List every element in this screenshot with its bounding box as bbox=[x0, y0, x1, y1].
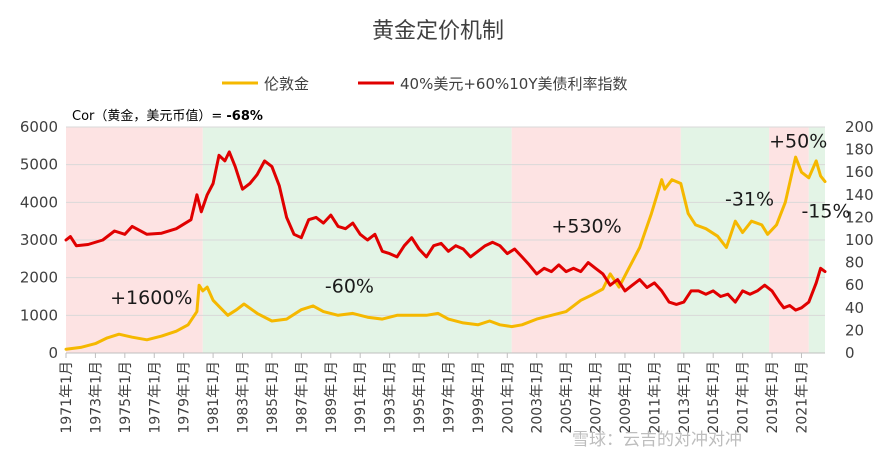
x-tick-label: 2001年1月 bbox=[500, 361, 516, 434]
x-tick-label: 2003年1月 bbox=[530, 361, 546, 434]
legend: 伦敦金 40%美元+60%10Y美债利率指数 bbox=[222, 75, 628, 93]
x-tick-label: 1977年1月 bbox=[147, 361, 163, 434]
y-left-tick-label: 6000 bbox=[20, 118, 58, 136]
y-right-tick-label: 100 bbox=[845, 231, 874, 249]
correlation-note: Cor（黄金，美元币值）= -68% bbox=[72, 108, 263, 124]
x-tick-label: 2017年1月 bbox=[736, 361, 752, 434]
regime-change-label: +1600% bbox=[110, 287, 192, 309]
regime-change-label: -15% bbox=[801, 200, 850, 222]
y-right-tick-label: 60 bbox=[845, 276, 864, 294]
x-tick-label: 2019年1月 bbox=[765, 361, 781, 434]
y-left-tick-label: 3000 bbox=[20, 231, 58, 249]
y-left-tick-label: 4000 bbox=[20, 193, 58, 211]
x-tick-label: 1979年1月 bbox=[177, 361, 193, 434]
x-tick-label: 2011年1月 bbox=[647, 361, 663, 434]
legend-label-gold: 伦敦金 bbox=[264, 75, 309, 93]
y-right-tick-label: 20 bbox=[845, 321, 864, 339]
correlation-value: -68% bbox=[226, 109, 263, 124]
x-tick-label: 1987年1月 bbox=[294, 361, 310, 434]
axes: 0 1000 2000 3000 4000 5000 6000 0 20 40 60 80 100 120… bbox=[20, 118, 874, 434]
regime-annotations: +1600% -60% +530% -31% +50% -15% bbox=[110, 131, 850, 309]
series-lines bbox=[64, 150, 827, 351]
x-tick-label: 1989年1月 bbox=[324, 361, 340, 434]
x-tick-label: 1975年1月 bbox=[118, 361, 134, 434]
y-left-tick-label: 0 bbox=[48, 344, 58, 362]
x-tick-label: 1971年1月 bbox=[59, 361, 75, 434]
x-tick-label: 1999年1月 bbox=[471, 361, 487, 434]
y-left-tick-label: 2000 bbox=[20, 269, 58, 287]
x-tick-label: 2007年1月 bbox=[589, 361, 605, 434]
y-right-tick-label: 80 bbox=[845, 254, 864, 272]
regime-change-label: +530% bbox=[551, 215, 621, 237]
x-tick-label: 1995年1月 bbox=[412, 361, 428, 434]
x-tick-label: 2005年1月 bbox=[559, 361, 575, 434]
chart-title: 黄金定价机制 bbox=[372, 19, 504, 44]
regime-change-label: -31% bbox=[725, 188, 774, 210]
y-right-tick-label: 160 bbox=[845, 163, 874, 181]
x-tick-label: 1991年1月 bbox=[353, 361, 369, 434]
x-tick-label: 2013年1月 bbox=[677, 361, 693, 434]
y-right-tick-label: 180 bbox=[845, 141, 874, 159]
regime-change-label: -60% bbox=[325, 276, 374, 298]
usd-index-line bbox=[64, 150, 827, 312]
x-tick-label: 1993年1月 bbox=[383, 361, 399, 434]
x-tick-label: 1997年1月 bbox=[441, 361, 457, 434]
gold-price-line bbox=[64, 155, 827, 351]
x-tick-label: 2021年1月 bbox=[794, 361, 810, 434]
x-tick-label: 2009年1月 bbox=[618, 361, 634, 434]
y-right-tick-label: 40 bbox=[845, 299, 864, 317]
y-right-tick-label: 200 bbox=[845, 118, 874, 136]
y-left-tick-label: 1000 bbox=[20, 306, 58, 324]
correlation-label: Cor（黄金，美元币值）= bbox=[72, 108, 226, 124]
y-left-tick-label: 5000 bbox=[20, 156, 58, 174]
x-tick-label: 1983年1月 bbox=[236, 361, 252, 434]
legend-label-index: 40%美元+60%10Y美债利率指数 bbox=[400, 75, 628, 93]
x-tick-label: 1973年1月 bbox=[88, 361, 104, 434]
y-right-tick-label: 140 bbox=[845, 186, 874, 204]
x-tick-label: 1985年1月 bbox=[265, 361, 281, 434]
y-right-tick-label: 120 bbox=[845, 208, 874, 226]
x-tick-label: 1981年1月 bbox=[206, 361, 222, 434]
y-right-tick-label: 0 bbox=[845, 344, 855, 362]
watermark: 雪球：云吉的对冲对冲 bbox=[572, 430, 742, 450]
x-tick-label: 2015年1月 bbox=[706, 361, 722, 434]
regime-change-label: +50% bbox=[769, 131, 827, 153]
